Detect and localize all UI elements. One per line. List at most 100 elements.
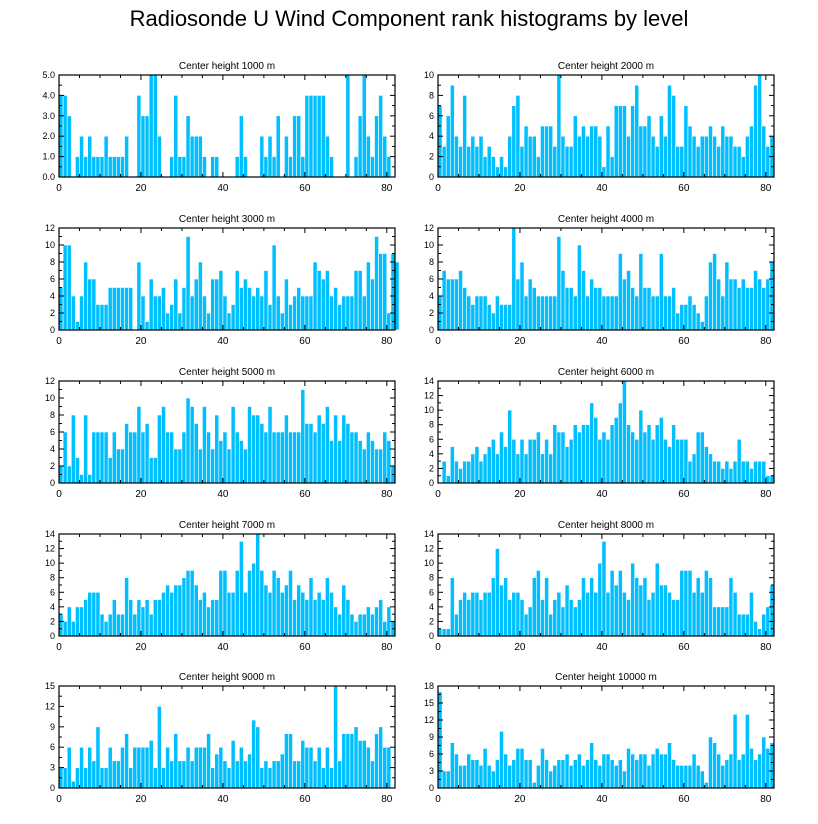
histogram-bar (749, 748, 754, 789)
x-tick-label: 60 (678, 183, 690, 194)
y-tick-label: 3 (429, 766, 434, 776)
histogram-bar (366, 606, 371, 637)
histogram-bar (613, 295, 619, 331)
histogram-bar (626, 424, 631, 484)
histogram-bar (503, 753, 508, 789)
histogram-bar (120, 287, 125, 331)
histogram-bar (454, 753, 459, 789)
histogram-bar (230, 406, 236, 484)
histogram-bar (482, 156, 488, 178)
y-tick-label: 10 (45, 240, 55, 250)
histogram-bar (230, 304, 236, 331)
histogram-bar (386, 440, 392, 484)
x-tick-label: 80 (381, 489, 393, 500)
histogram-bar (720, 295, 726, 331)
panel-0: Center height 1000 m 0 20 40 60 80 0.0 1.0 2.0 3.… (42, 61, 396, 194)
histogram-bar (630, 287, 635, 331)
histogram-bar (613, 765, 619, 789)
panel-title: Center height 3000 m (179, 214, 275, 225)
histogram-bar (263, 270, 269, 331)
histogram-bar (116, 760, 121, 789)
histogram-bar (564, 287, 570, 331)
panel-title: Center height 1000 m (179, 61, 275, 72)
histogram-bar (353, 621, 359, 637)
histogram-bar (622, 770, 627, 789)
histogram-bar (511, 438, 517, 484)
histogram-bar (357, 440, 363, 484)
histogram-bar (605, 753, 611, 789)
histogram-bar (691, 753, 697, 789)
y-tick-label: 6 (429, 111, 434, 121)
histogram-bar (507, 409, 513, 484)
y-tick-label: 2 (50, 308, 55, 318)
y-tick-label: 6 (429, 749, 434, 759)
y-tick-label: 0 (429, 478, 434, 488)
histogram-bar (120, 746, 125, 789)
histogram-bar (531, 438, 537, 484)
histogram-bar (296, 287, 302, 331)
y-tick-label: 2 (50, 616, 55, 626)
histogram-bar (259, 570, 265, 637)
histogram-bar (157, 135, 162, 178)
histogram-bar (654, 295, 660, 331)
histogram-bar (544, 577, 549, 637)
y-tick-label: 4 (429, 131, 434, 141)
histogram-bar (386, 312, 392, 331)
histogram-bar (556, 759, 562, 789)
y-tick-label: 6 (50, 427, 55, 437)
x-tick-label: 60 (678, 336, 690, 347)
histogram-bar (671, 424, 676, 484)
histogram-bar (527, 606, 533, 637)
histogram-bar (161, 767, 166, 789)
histogram-bar (243, 156, 248, 178)
histogram-bar (589, 577, 595, 637)
histogram-bar (622, 105, 627, 178)
histogram-bar (382, 253, 388, 331)
histogram-bar (630, 562, 635, 637)
histogram-bar (230, 740, 236, 789)
histogram-bar (515, 278, 521, 331)
histogram-bar (560, 759, 566, 789)
histogram-bar (544, 125, 549, 178)
panel-1: Center height 2000 m 0 20 40 60 80 0 2 4 6 8 10 (424, 61, 775, 194)
histogram-bar (601, 753, 607, 789)
histogram-bar (316, 95, 322, 178)
histogram-bar (361, 740, 367, 789)
histogram-bar (585, 135, 590, 178)
histogram-bar (169, 156, 175, 178)
histogram-bar (589, 402, 595, 484)
histogram-bar (226, 591, 232, 637)
histogram-bar (193, 278, 199, 331)
x-tick-label: 80 (760, 183, 772, 194)
histogram-bar (490, 312, 496, 331)
histogram-bar (470, 453, 476, 484)
histogram-bar (173, 278, 179, 331)
x-tick-label: 80 (381, 794, 393, 805)
histogram-bar (370, 613, 375, 637)
histogram-bar (308, 95, 314, 178)
histogram-bar (478, 460, 484, 484)
x-tick-label: 0 (435, 336, 441, 347)
histogram-bar (370, 156, 375, 178)
histogram-bar (361, 295, 367, 331)
histogram-bar (345, 74, 351, 178)
histogram-bar (564, 753, 570, 789)
histogram-bar (70, 621, 76, 637)
histogram-bar (679, 765, 685, 789)
histogram-bar (462, 765, 467, 789)
histogram-bar (527, 135, 533, 178)
histogram-bar (732, 278, 738, 331)
histogram-bar (148, 278, 154, 331)
histogram-bar (634, 438, 640, 484)
histogram-bar (320, 423, 326, 484)
histogram-bar (251, 719, 256, 789)
histogram-bar (132, 746, 138, 789)
histogram-bar (466, 146, 472, 178)
histogram-bar (568, 599, 574, 637)
histogram-bar (275, 431, 281, 484)
histogram-bar (478, 765, 484, 789)
histogram-bar (490, 770, 496, 789)
histogram-bar (312, 95, 318, 178)
histogram-bar (527, 759, 533, 789)
y-tick-label: 2 (429, 463, 434, 473)
